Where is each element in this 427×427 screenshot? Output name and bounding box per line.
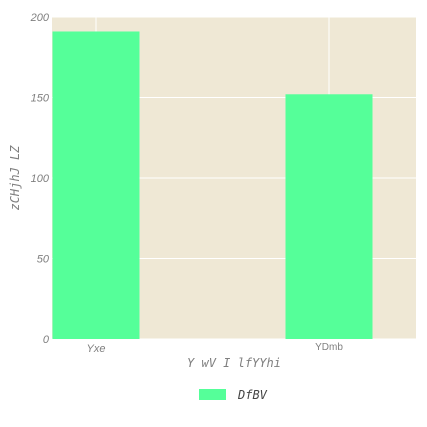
bar-YDmb[interactable] [285,94,373,339]
y-tick-label: 100 [31,173,50,185]
y-tick-labels: 0 50 100 150 200 [30,12,50,346]
legend-swatch-series-1 [199,389,226,400]
x-tick-label: YDmb [315,342,343,353]
x-tick-label: Yxe [87,343,106,355]
legend[interactable]: DfBV [199,388,268,402]
bars [52,31,373,340]
y-tick-label: 0 [43,334,50,346]
y-axis-title: zCHjhJ LZ [8,145,22,211]
legend-label-series-1: DfBV [237,388,268,402]
y-tick-label: 200 [30,12,50,24]
x-axis-title: Y wV I lfYYhi [187,356,281,370]
x-tick-labels: Yxe YDmb [87,342,344,355]
y-tick-label: 50 [37,254,50,266]
bar-Yxe[interactable] [52,31,140,340]
y-tick-label: 150 [31,93,50,105]
